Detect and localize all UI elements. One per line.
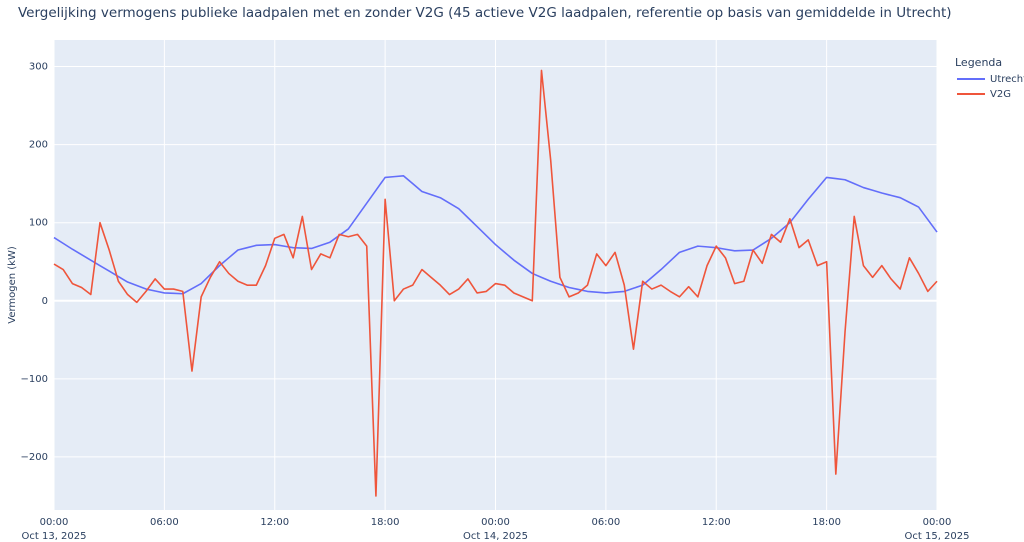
y-axis-label: Vermogen (kW) [7, 246, 18, 324]
y-tick-label: 100 [29, 218, 48, 229]
series-line [53, 69, 938, 497]
x-tick-label: 18:00 [371, 517, 400, 528]
x-tick-label: Oct 14, 2025 [463, 531, 528, 542]
legend-title: Legenda [955, 56, 1002, 69]
y-tick-label: 0 [42, 296, 48, 307]
y-tick-label: 200 [29, 140, 48, 151]
x-tick-label: 06:00 [591, 517, 620, 528]
y-tick-label: 300 [29, 62, 48, 73]
x-tick-label: 00:00 [40, 517, 69, 528]
y-tick-label: −100 [21, 374, 48, 385]
x-tick-label: 00:00 [923, 517, 952, 528]
legend-label: Utrecht [990, 74, 1024, 85]
y-tick-label: −200 [21, 452, 48, 463]
x-tick-label: 18:00 [812, 517, 841, 528]
x-tick-label: 12:00 [702, 517, 731, 528]
series-line [53, 175, 938, 295]
x-tick-label: Oct 13, 2025 [22, 531, 87, 542]
chart-title: Vergelijking vermogens publieke laadpale… [18, 5, 952, 21]
x-tick-label: Oct 15, 2025 [905, 531, 970, 542]
x-tick-label: 12:00 [260, 517, 289, 528]
legend-label: V2G [990, 89, 1011, 100]
x-tick-label: 00:00 [481, 517, 510, 528]
x-tick-label: 06:00 [150, 517, 179, 528]
